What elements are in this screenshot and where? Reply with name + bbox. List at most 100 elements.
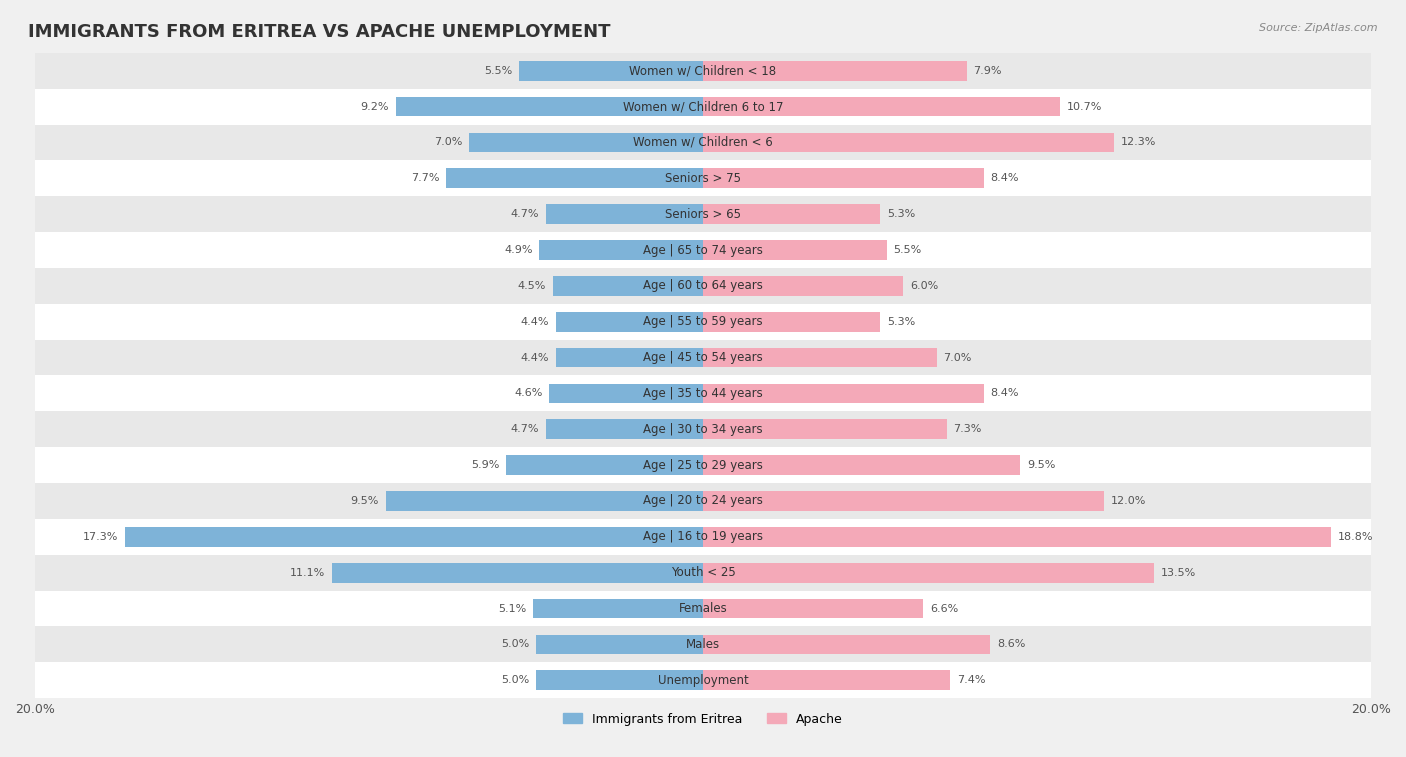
- Text: 5.5%: 5.5%: [484, 66, 513, 76]
- Bar: [35, 447, 1371, 483]
- Text: Age | 30 to 34 years: Age | 30 to 34 years: [643, 422, 763, 436]
- Text: Women w/ Children < 6: Women w/ Children < 6: [633, 136, 773, 149]
- Bar: [35, 53, 1371, 89]
- Bar: [703, 671, 950, 690]
- Text: 7.3%: 7.3%: [953, 424, 981, 435]
- Bar: [703, 61, 967, 81]
- Text: 7.9%: 7.9%: [973, 66, 1002, 76]
- Bar: [703, 419, 946, 439]
- Text: 4.7%: 4.7%: [510, 424, 540, 435]
- Text: 9.5%: 9.5%: [350, 496, 380, 506]
- Text: 5.3%: 5.3%: [887, 316, 915, 327]
- Bar: [546, 204, 703, 224]
- Text: 17.3%: 17.3%: [83, 532, 118, 542]
- Text: 4.7%: 4.7%: [510, 209, 540, 220]
- Text: 4.4%: 4.4%: [520, 316, 550, 327]
- Text: 6.6%: 6.6%: [931, 603, 959, 613]
- Bar: [332, 562, 703, 583]
- Bar: [703, 634, 990, 654]
- Text: Age | 20 to 24 years: Age | 20 to 24 years: [643, 494, 763, 507]
- Text: Unemployment: Unemployment: [658, 674, 748, 687]
- Bar: [533, 599, 703, 618]
- Bar: [703, 562, 1154, 583]
- Text: 6.0%: 6.0%: [910, 281, 938, 291]
- Text: 4.6%: 4.6%: [515, 388, 543, 398]
- Text: 9.2%: 9.2%: [360, 101, 389, 111]
- Bar: [536, 671, 703, 690]
- Bar: [35, 555, 1371, 590]
- Text: 11.1%: 11.1%: [290, 568, 326, 578]
- Bar: [35, 375, 1371, 411]
- Text: 5.0%: 5.0%: [501, 675, 529, 685]
- Bar: [35, 232, 1371, 268]
- Bar: [35, 160, 1371, 196]
- Bar: [385, 491, 703, 511]
- Text: 7.7%: 7.7%: [411, 173, 439, 183]
- Text: Age | 16 to 19 years: Age | 16 to 19 years: [643, 531, 763, 544]
- Bar: [550, 384, 703, 403]
- Text: Age | 65 to 74 years: Age | 65 to 74 years: [643, 244, 763, 257]
- Bar: [446, 169, 703, 188]
- Bar: [703, 384, 984, 403]
- Text: Males: Males: [686, 638, 720, 651]
- Bar: [546, 419, 703, 439]
- Bar: [35, 196, 1371, 232]
- Text: Seniors > 65: Seniors > 65: [665, 207, 741, 221]
- Text: 8.4%: 8.4%: [990, 388, 1019, 398]
- Bar: [470, 132, 703, 152]
- Text: 12.0%: 12.0%: [1111, 496, 1146, 506]
- Bar: [35, 304, 1371, 340]
- Bar: [519, 61, 703, 81]
- Text: 12.3%: 12.3%: [1121, 138, 1156, 148]
- Text: Age | 45 to 54 years: Age | 45 to 54 years: [643, 351, 763, 364]
- Bar: [35, 627, 1371, 662]
- Bar: [35, 411, 1371, 447]
- Text: 8.4%: 8.4%: [990, 173, 1019, 183]
- Bar: [395, 97, 703, 117]
- Text: 4.9%: 4.9%: [505, 245, 533, 255]
- Bar: [35, 340, 1371, 375]
- Text: Females: Females: [679, 602, 727, 615]
- Bar: [553, 276, 703, 296]
- Bar: [703, 527, 1331, 547]
- Bar: [703, 240, 887, 260]
- Text: 8.6%: 8.6%: [997, 640, 1025, 650]
- Text: Source: ZipAtlas.com: Source: ZipAtlas.com: [1260, 23, 1378, 33]
- Bar: [536, 634, 703, 654]
- Text: 5.3%: 5.3%: [887, 209, 915, 220]
- Bar: [125, 527, 703, 547]
- Text: 10.7%: 10.7%: [1067, 101, 1102, 111]
- Text: 5.0%: 5.0%: [501, 640, 529, 650]
- Bar: [35, 268, 1371, 304]
- Bar: [703, 169, 984, 188]
- Text: 5.5%: 5.5%: [893, 245, 922, 255]
- Bar: [35, 590, 1371, 627]
- Text: 7.0%: 7.0%: [943, 353, 972, 363]
- Text: Age | 55 to 59 years: Age | 55 to 59 years: [643, 315, 763, 329]
- Text: 7.4%: 7.4%: [957, 675, 986, 685]
- Text: Youth < 25: Youth < 25: [671, 566, 735, 579]
- Bar: [703, 599, 924, 618]
- Text: Age | 60 to 64 years: Age | 60 to 64 years: [643, 279, 763, 292]
- Text: Women w/ Children 6 to 17: Women w/ Children 6 to 17: [623, 100, 783, 113]
- Bar: [703, 204, 880, 224]
- Bar: [506, 455, 703, 475]
- Bar: [540, 240, 703, 260]
- Bar: [35, 662, 1371, 698]
- Text: 5.1%: 5.1%: [498, 603, 526, 613]
- Text: 18.8%: 18.8%: [1337, 532, 1374, 542]
- Bar: [703, 491, 1104, 511]
- Text: 13.5%: 13.5%: [1160, 568, 1197, 578]
- Bar: [555, 312, 703, 332]
- Text: Women w/ Children < 18: Women w/ Children < 18: [630, 64, 776, 77]
- Bar: [703, 276, 904, 296]
- Bar: [35, 89, 1371, 125]
- Bar: [703, 455, 1021, 475]
- Text: 5.9%: 5.9%: [471, 460, 499, 470]
- Text: Age | 35 to 44 years: Age | 35 to 44 years: [643, 387, 763, 400]
- Bar: [555, 347, 703, 367]
- Text: 4.4%: 4.4%: [520, 353, 550, 363]
- Bar: [35, 483, 1371, 519]
- Text: Age | 25 to 29 years: Age | 25 to 29 years: [643, 459, 763, 472]
- Text: 9.5%: 9.5%: [1026, 460, 1056, 470]
